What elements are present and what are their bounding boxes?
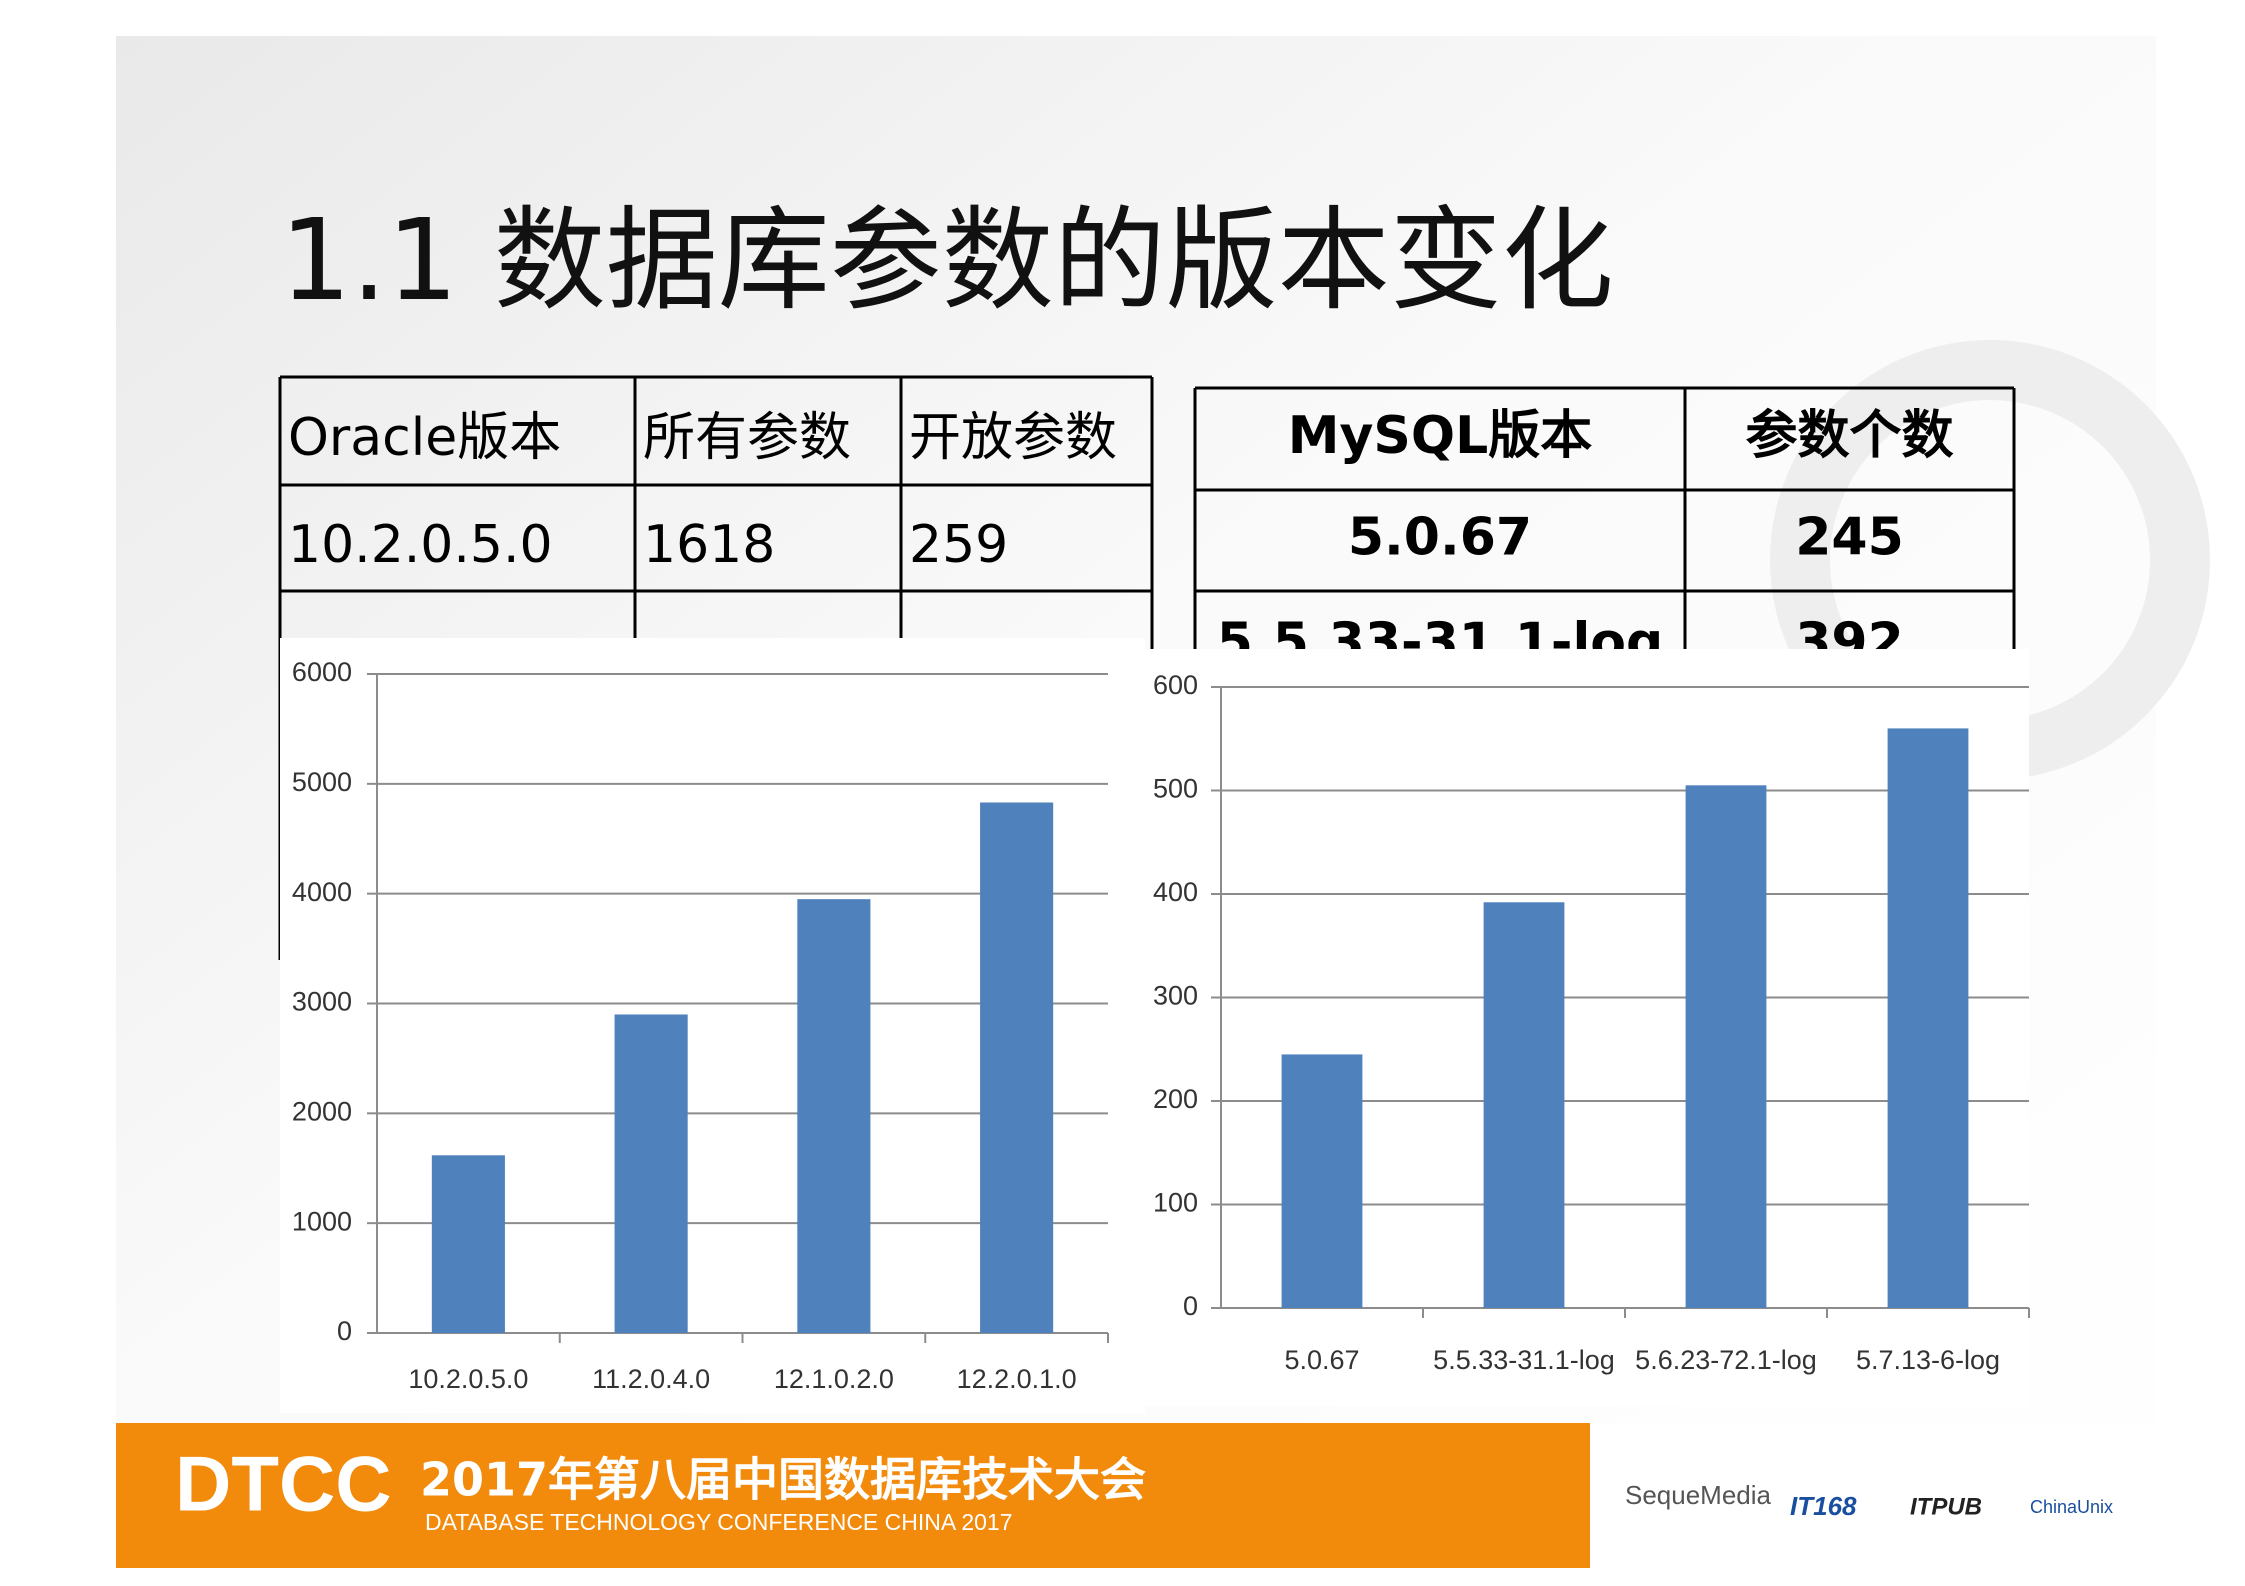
- y-tick-label: 200: [1153, 1084, 1198, 1114]
- x-tick-label: 12.2.0.1.0: [957, 1364, 1077, 1394]
- y-tick-label: 400: [1153, 877, 1198, 907]
- x-tick-label: 5.7.13-6-log: [1856, 1345, 2000, 1375]
- y-tick-label: 0: [337, 1316, 352, 1346]
- footer-subtitle: DATABASE TECHNOLOGY CONFERENCE CHINA 201…: [425, 1509, 1013, 1535]
- y-tick-label: 3000: [292, 987, 352, 1017]
- sponsor: SequeMedia: [1625, 1480, 1772, 1510]
- y-tick-label: 600: [1153, 670, 1198, 700]
- table-header-cell: MySQL版本: [1288, 406, 1592, 466]
- x-tick-label: 5.0.67: [1284, 1345, 1359, 1375]
- bar: [797, 899, 871, 1333]
- bar: [980, 802, 1054, 1333]
- y-tick-label: 0: [1183, 1291, 1198, 1321]
- bar: [614, 1014, 688, 1333]
- sponsor: ITPUB: [1910, 1493, 1982, 1520]
- y-tick-label: 6000: [292, 657, 352, 687]
- table-cell: 245: [1795, 508, 1904, 568]
- table-cell: 5.0.67: [1348, 508, 1532, 568]
- bar: [1281, 1054, 1363, 1308]
- table-header-cell: 参数个数: [1745, 406, 1953, 466]
- table-header-cell: 所有参数: [643, 408, 851, 468]
- footer: DTCC 2017年第八届中国数据库技术大会 DATABASE TECHNOLO…: [116, 1423, 2156, 1568]
- chart: 0 1000 2000 3000 4000 5000 6000 10.2.0.5.0 11.2.…: [280, 638, 1145, 1413]
- y-tick-label: 4000: [292, 877, 352, 907]
- y-tick-label: 100: [1153, 1188, 1198, 1218]
- bar: [1483, 902, 1565, 1308]
- x-tick-label: 10.2.0.5.0: [408, 1364, 528, 1394]
- footer-sponsor-area: [1590, 1423, 2156, 1568]
- footer-banner: [116, 1423, 1590, 1568]
- table-cell: 10.2.0.5.0: [288, 515, 553, 575]
- table-cell: 259: [909, 515, 1008, 575]
- x-tick-label: 5.5.33-31.1-log: [1433, 1345, 1615, 1375]
- chart-panel: [1123, 649, 2029, 1406]
- table-header-cell: 开放参数: [909, 408, 1117, 468]
- bar: [431, 1155, 505, 1333]
- bar: [1685, 785, 1767, 1308]
- y-tick-label: 2000: [292, 1096, 352, 1126]
- x-tick-label: 11.2.0.4.0: [592, 1364, 710, 1394]
- slide-title: 1.1 数据库参数的版本变化: [280, 196, 1614, 326]
- y-tick-label: 300: [1153, 981, 1198, 1011]
- y-tick-label: 1000: [292, 1206, 352, 1236]
- table-header-cell: Oracle版本: [288, 408, 561, 468]
- x-tick-label: 12.1.0.2.0: [774, 1364, 894, 1394]
- sponsor: IT168: [1790, 1491, 1857, 1521]
- sponsor: ChinaUnix: [2030, 1497, 2113, 1517]
- chart: 0 100 200 300 400 500 600 5.0.67 5.5.33-31.1-log…: [1123, 649, 2030, 1406]
- y-tick-label: 500: [1153, 774, 1198, 804]
- footer-brand: DTCC: [175, 1440, 392, 1528]
- footer-title: 2017年第八届中国数据库技术大会: [420, 1453, 1146, 1507]
- table-cell: 1618: [643, 515, 775, 575]
- x-tick-label: 5.6.23-72.1-log: [1635, 1345, 1817, 1375]
- bar: [1887, 728, 1969, 1308]
- y-tick-label: 5000: [292, 767, 352, 797]
